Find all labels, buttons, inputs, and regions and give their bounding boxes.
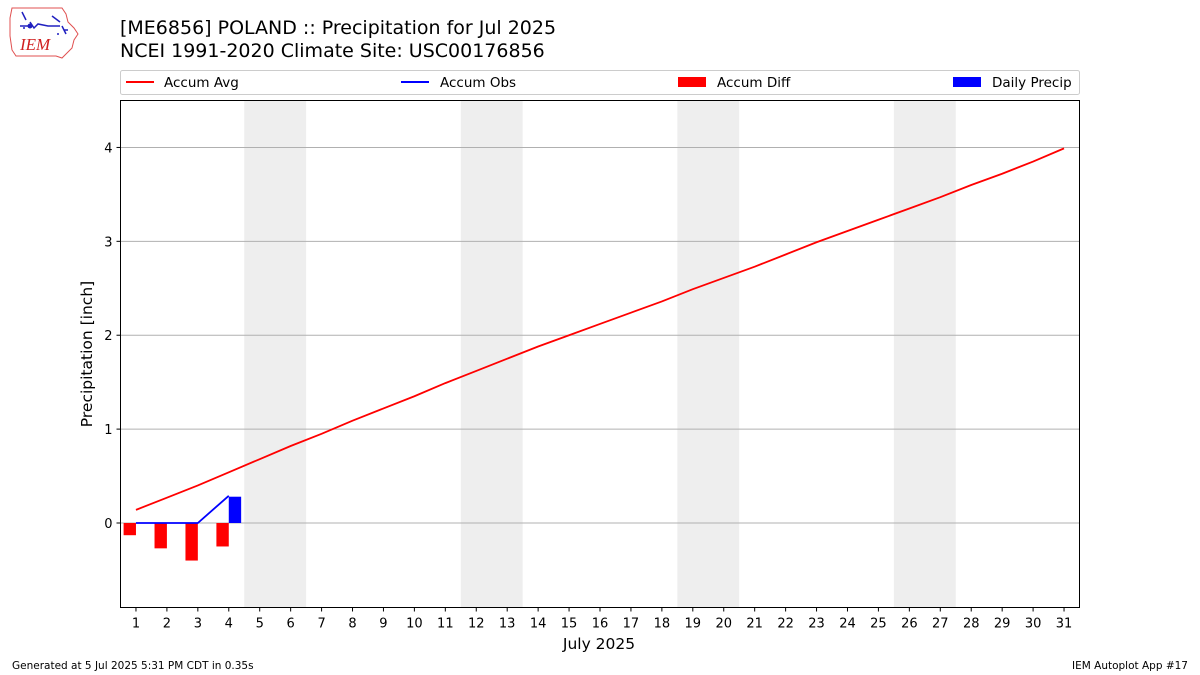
lines xyxy=(135,147,1065,524)
bars xyxy=(123,496,242,561)
x-tick-label: 9 xyxy=(379,617,387,632)
grid-lines xyxy=(120,146,1080,524)
y-tick-label: 2 xyxy=(104,329,112,344)
x-tick-label: 2 xyxy=(163,617,171,632)
weekend-span-3 xyxy=(893,100,956,608)
y-tick-label: 4 xyxy=(104,141,112,156)
x-tick-label: 31 xyxy=(1056,617,1073,632)
x-tick-label: 7 xyxy=(317,617,325,632)
y-axis-ticks: 0 1 2 3 4 xyxy=(104,141,121,532)
accum-diff-bar xyxy=(154,523,167,549)
x-tick-label: 1 xyxy=(132,617,140,632)
x-tick-label: 20 xyxy=(715,617,732,632)
x-tick-label: 27 xyxy=(932,617,949,632)
chart-subtitle: NCEI 1991-2020 Climate Site: USC00176856 xyxy=(120,40,545,62)
generated-timestamp: Generated at 5 Jul 2025 5:31 PM CDT in 0… xyxy=(12,660,254,672)
x-tick-label: 18 xyxy=(654,617,671,632)
app-label: IEM Autoplot App #17 xyxy=(1072,660,1188,672)
legend-swatch-daily-precip xyxy=(953,77,981,87)
x-tick-label: 30 xyxy=(1025,617,1042,632)
x-tick-label: 22 xyxy=(777,617,794,632)
y-tick-label: 0 xyxy=(104,517,112,532)
x-tick-label: 26 xyxy=(901,617,918,632)
weekend-shading xyxy=(244,100,956,608)
x-tick-label: 12 xyxy=(468,617,485,632)
x-tick-label: 11 xyxy=(437,617,454,632)
x-tick-label: 15 xyxy=(561,617,578,632)
logo-text: IEM xyxy=(19,35,51,54)
weekend-span-0 xyxy=(244,100,307,608)
x-tick-label: 29 xyxy=(994,617,1011,632)
weekend-span-2 xyxy=(677,100,740,608)
x-tick-label: 25 xyxy=(870,617,887,632)
legend-swatch-accum-diff xyxy=(678,77,706,87)
x-tick-label: 3 xyxy=(194,617,202,632)
x-tick-label: 13 xyxy=(499,617,516,632)
daily-precip-bar xyxy=(228,496,242,523)
accum-diff-bar xyxy=(123,523,136,536)
iem-logo: IEM xyxy=(9,7,79,59)
legend-label-accum-diff: Accum Diff xyxy=(717,75,791,91)
x-tick-label: 10 xyxy=(406,617,423,632)
legend-label-accum-obs: Accum Obs xyxy=(440,75,516,91)
x-tick-label: 14 xyxy=(530,617,547,632)
x-tick-label: 8 xyxy=(348,617,356,632)
weekend-span-1 xyxy=(460,100,523,608)
y-axis-label: Precipitation [inch] xyxy=(78,281,96,427)
x-tick-label: 4 xyxy=(225,617,233,632)
accum-avg-line xyxy=(135,147,1065,511)
x-tick-label: 23 xyxy=(808,617,825,632)
y-tick-label: 3 xyxy=(104,235,112,250)
x-tick-label: 28 xyxy=(963,617,980,632)
x-tick-label: 24 xyxy=(839,617,856,632)
x-axis-ticks: 1 2 3 4 5 6 7 8 9 10 11 12 13 14 15 16 17 18 19 20 21 22 23 24 2… xyxy=(132,607,1073,632)
legend-box xyxy=(120,70,1080,95)
accum-diff-bar xyxy=(216,523,229,547)
accum-diff-bar xyxy=(185,523,198,561)
y-tick-label: 1 xyxy=(104,423,112,438)
accum-obs-line xyxy=(135,495,230,524)
legend-label-accum-avg: Accum Avg xyxy=(164,75,239,91)
x-tick-label: 21 xyxy=(746,617,763,632)
chart-title: [ME6856] POLAND :: Precipitation for Jul… xyxy=(120,17,557,39)
x-axis-label: July 2025 xyxy=(562,635,635,653)
legend-label-daily-precip: Daily Precip xyxy=(992,75,1072,91)
x-tick-label: 5 xyxy=(256,617,264,632)
legend: Accum Avg Accum Obs Accum Diff Daily Pre… xyxy=(120,70,1080,95)
x-tick-label: 19 xyxy=(685,617,702,632)
x-tick-label: 17 xyxy=(623,617,640,632)
x-tick-label: 6 xyxy=(287,617,295,632)
x-tick-label: 16 xyxy=(592,617,609,632)
